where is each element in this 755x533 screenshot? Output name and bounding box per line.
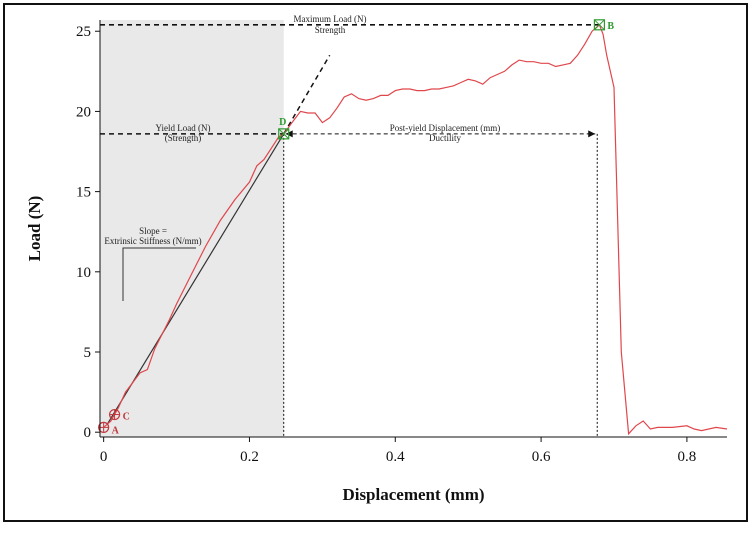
load-curve	[103, 23, 728, 436]
y-tick-label: 10	[76, 265, 91, 281]
point-cross-d2	[594, 19, 605, 31]
post-yield-arrow-right	[588, 130, 596, 138]
post-yield-sublabel: Ductility	[429, 133, 461, 143]
x-tick-label: 0.6	[532, 449, 551, 465]
x-tick-label: 0.2	[240, 449, 259, 465]
x-tick-label: 0	[100, 449, 108, 465]
post-yield-label: Post-yield Displacement (mm)	[390, 123, 500, 133]
y-tick-label: 15	[76, 185, 91, 201]
slope-label: Slope =	[139, 226, 167, 236]
y-axis-label: Load (N)	[25, 196, 44, 262]
slope-bracket	[122, 247, 196, 301]
yield-load-label: Yield Load (N)	[156, 123, 211, 133]
y-tick-label: 5	[84, 345, 92, 361]
point-label-d: D	[279, 117, 286, 128]
point-label-c: C	[123, 412, 130, 423]
x-axis-label: Displacement (mm)	[342, 485, 484, 504]
x-tick-label: 0.4	[386, 449, 405, 465]
y-tick-label: 20	[76, 104, 91, 120]
max-load-sublabel: Strength	[315, 25, 346, 35]
elastic-region-shading	[100, 20, 284, 437]
max-load-label: Maximum Load (N)	[294, 14, 367, 24]
slope-sublabel: Extrinsic Stiffness (N/mm)	[104, 236, 201, 246]
point-cross-d2	[278, 128, 290, 140]
point-marker-b	[593, 19, 606, 31]
x-tick-label: 0.8	[678, 449, 697, 465]
point-label-b: B	[607, 21, 614, 32]
point-label-a: A	[112, 425, 120, 436]
point-marker-d	[278, 128, 290, 140]
y-tick-label: 25	[76, 24, 91, 40]
stiffness-extension-line	[283, 54, 331, 135]
yield-load-sublabel: (Strength)	[165, 133, 202, 143]
y-tick-label: 0	[84, 425, 92, 441]
stiffness-fit-line	[106, 133, 285, 425]
